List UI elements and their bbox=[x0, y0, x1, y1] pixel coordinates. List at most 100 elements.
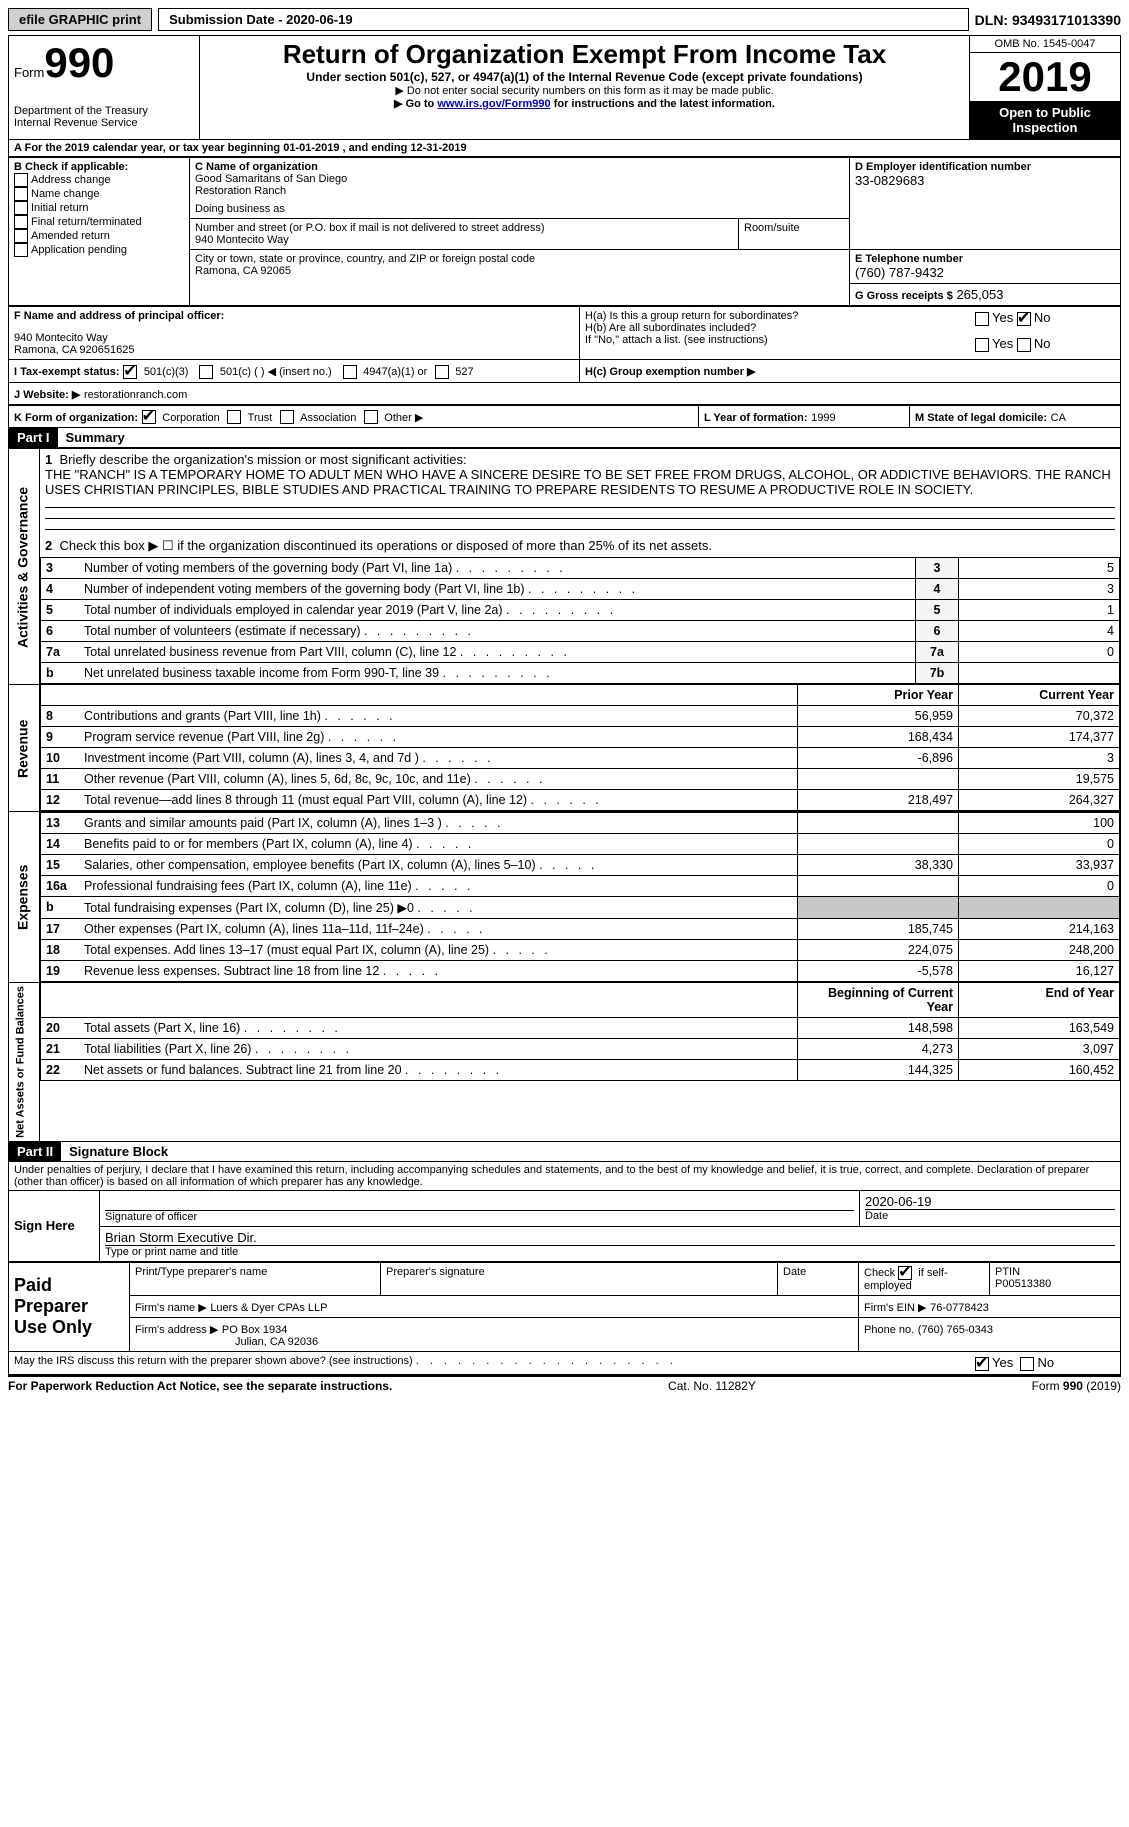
netassets-lines: Beginning of Current Year End of Year 20… bbox=[40, 983, 1120, 1081]
vlabel-netassets: Net Assets or Fund Balances bbox=[9, 983, 40, 1142]
hb-label: H(b) Are all subordinates included? bbox=[585, 322, 965, 334]
signature-block: Sign Here Signature of officer 2020-06-1… bbox=[8, 1190, 1121, 1262]
hdr-curr: Current Year bbox=[959, 685, 1120, 706]
firm-phone: (760) 765-0343 bbox=[918, 1324, 993, 1336]
footer-mid: Cat. No. 11282Y bbox=[668, 1379, 756, 1393]
box-d-label: D Employer identification number bbox=[855, 161, 1115, 173]
org-name-1: Good Samaritans of San Diego bbox=[195, 173, 844, 185]
state-domicile: CA bbox=[1051, 412, 1066, 424]
form-subtitle: Under section 501(c), 527, or 4947(a)(1)… bbox=[205, 70, 964, 84]
dba-label: Doing business as bbox=[195, 203, 844, 215]
self-employed: Check if self-employed bbox=[864, 1266, 984, 1292]
cb-527[interactable] bbox=[435, 365, 449, 379]
phone-value: (760) 787-9432 bbox=[855, 265, 1115, 280]
name-title-label: Type or print name and title bbox=[105, 1246, 1115, 1258]
irs-link[interactable]: www.irs.gov/Form990 bbox=[437, 98, 550, 110]
room-label: Room/suite bbox=[744, 222, 844, 234]
gross-receipts: 265,053 bbox=[956, 287, 1003, 302]
city-label: City or town, state or province, country… bbox=[195, 253, 844, 265]
part-ii-header: Part IISignature Block bbox=[8, 1142, 1121, 1162]
dept-irs: Internal Revenue Service bbox=[14, 117, 194, 129]
box-j-label: J Website: ▶ bbox=[14, 389, 80, 401]
efile-print-button[interactable]: efile GRAPHIC print bbox=[8, 8, 152, 31]
penalty-text: Under penalties of perjury, I declare th… bbox=[8, 1162, 1121, 1190]
sig-date: 2020-06-19 bbox=[865, 1194, 1115, 1210]
cb-final-return[interactable]: Final return/terminated bbox=[31, 216, 142, 228]
mayirs-yes[interactable] bbox=[975, 1357, 989, 1371]
dept-treasury: Department of the Treasury bbox=[14, 105, 194, 117]
officer-addr1: 940 Montecito Way bbox=[14, 332, 574, 344]
box-m-label: M State of legal domicile: bbox=[915, 412, 1047, 424]
vlabel-revenue: Revenue bbox=[9, 685, 40, 812]
footer-left: For Paperwork Reduction Act Notice, see … bbox=[8, 1379, 392, 1393]
sig-officer-label: Signature of officer bbox=[105, 1211, 854, 1223]
ha-no[interactable] bbox=[1017, 312, 1031, 326]
firm-addr-label: Firm's address ▶ bbox=[135, 1324, 218, 1336]
firm-name: Luers & Dyer CPAs LLP bbox=[210, 1302, 327, 1314]
officer-block: F Name and address of principal officer:… bbox=[8, 306, 1121, 405]
box-f-label: F Name and address of principal officer: bbox=[14, 310, 574, 322]
box-l-label: L Year of formation: bbox=[704, 412, 808, 424]
submission-date: Submission Date - 2020-06-19 bbox=[158, 8, 969, 31]
dln-label: DLN: 93493171013390 bbox=[975, 12, 1121, 28]
omb-number: OMB No. 1545-0047 bbox=[970, 36, 1120, 53]
form-number: 990 bbox=[44, 39, 114, 86]
top-toolbar: efile GRAPHIC print Submission Date - 20… bbox=[8, 8, 1121, 31]
revenue-lines: Prior Year Current Year 8Contributions a… bbox=[40, 685, 1120, 811]
vlabel-governance: Activities & Governance bbox=[9, 449, 40, 685]
year-formation: 1999 bbox=[811, 412, 835, 424]
q1-label: Briefly describe the organization's miss… bbox=[59, 452, 466, 467]
part-i-header: Part ISummary bbox=[8, 428, 1121, 448]
hb-note: If "No," attach a list. (see instruction… bbox=[585, 334, 965, 346]
prep-date-label: Date bbox=[783, 1266, 853, 1278]
cb-assoc[interactable] bbox=[280, 410, 294, 424]
hb-no[interactable] bbox=[1017, 338, 1031, 352]
preparer-block: Paid Preparer Use Only Print/Type prepar… bbox=[8, 1262, 1121, 1352]
hdr-end: End of Year bbox=[959, 983, 1120, 1018]
box-c-label: C Name of organization bbox=[195, 161, 844, 173]
cb-501c3[interactable] bbox=[123, 365, 137, 379]
form-header: Form990 Department of the Treasury Inter… bbox=[8, 35, 1121, 140]
paid-preparer-label: Paid Preparer Use Only bbox=[9, 1262, 130, 1351]
q2-label: Check this box ▶ ☐ if the organization d… bbox=[59, 538, 712, 553]
website-value: restorationranch.com bbox=[84, 389, 187, 401]
ptin-label: PTIN bbox=[995, 1266, 1115, 1278]
may-irs-row: May the IRS discuss this return with the… bbox=[8, 1352, 1121, 1375]
cb-trust[interactable] bbox=[227, 410, 241, 424]
cb-app-pending[interactable]: Application pending bbox=[31, 244, 127, 256]
officer-name: Brian Storm Executive Dir. bbox=[105, 1230, 1115, 1246]
period-line: A For the 2019 calendar year, or tax yea… bbox=[8, 140, 1121, 157]
firm-ein-label: Firm's EIN ▶ bbox=[864, 1302, 927, 1314]
sign-here-label: Sign Here bbox=[9, 1190, 100, 1261]
box-k-label: K Form of organization: bbox=[14, 412, 138, 424]
footer-right: Form 990 (2019) bbox=[1032, 1379, 1121, 1393]
cb-4947[interactable] bbox=[343, 365, 357, 379]
date-label: Date bbox=[865, 1210, 1115, 1222]
cb-initial-return[interactable]: Initial return bbox=[31, 202, 88, 214]
ha-label: H(a) Is this a group return for subordin… bbox=[585, 310, 965, 322]
cb-name-change[interactable]: Name change bbox=[31, 188, 100, 200]
box-b-label: B Check if applicable: bbox=[14, 161, 184, 173]
org-name-2: Restoration Ranch bbox=[195, 185, 844, 197]
expense-lines: 13Grants and similar amounts paid (Part … bbox=[40, 812, 1120, 982]
open-to-public: Open to Public Inspection bbox=[970, 101, 1120, 139]
cb-other[interactable] bbox=[364, 410, 378, 424]
vlabel-expenses: Expenses bbox=[9, 812, 40, 983]
cb-amended[interactable]: Amended return bbox=[31, 230, 110, 242]
cb-address-change[interactable]: Address change bbox=[31, 174, 111, 186]
addr-label: Number and street (or P.O. box if mail i… bbox=[195, 222, 733, 234]
firm-name-label: Firm's name ▶ bbox=[135, 1302, 207, 1314]
cb-501c[interactable] bbox=[199, 365, 213, 379]
firm-addr1: PO Box 1934 bbox=[222, 1324, 287, 1336]
mayirs-no[interactable] bbox=[1020, 1357, 1034, 1371]
form-title: Return of Organization Exempt From Incom… bbox=[205, 39, 964, 70]
city-value: Ramona, CA 92065 bbox=[195, 265, 844, 277]
prep-name-label: Print/Type preparer's name bbox=[135, 1266, 375, 1278]
hb-yes[interactable] bbox=[975, 338, 989, 352]
firm-addr2: Julian, CA 92036 bbox=[235, 1336, 853, 1348]
note-link: ▶ Go to www.irs.gov/Form990 for instruct… bbox=[205, 97, 964, 110]
cb-corp[interactable] bbox=[142, 410, 156, 424]
street-address: 940 Montecito Way bbox=[195, 234, 733, 246]
form-label: Form bbox=[14, 65, 44, 80]
ha-yes[interactable] bbox=[975, 312, 989, 326]
